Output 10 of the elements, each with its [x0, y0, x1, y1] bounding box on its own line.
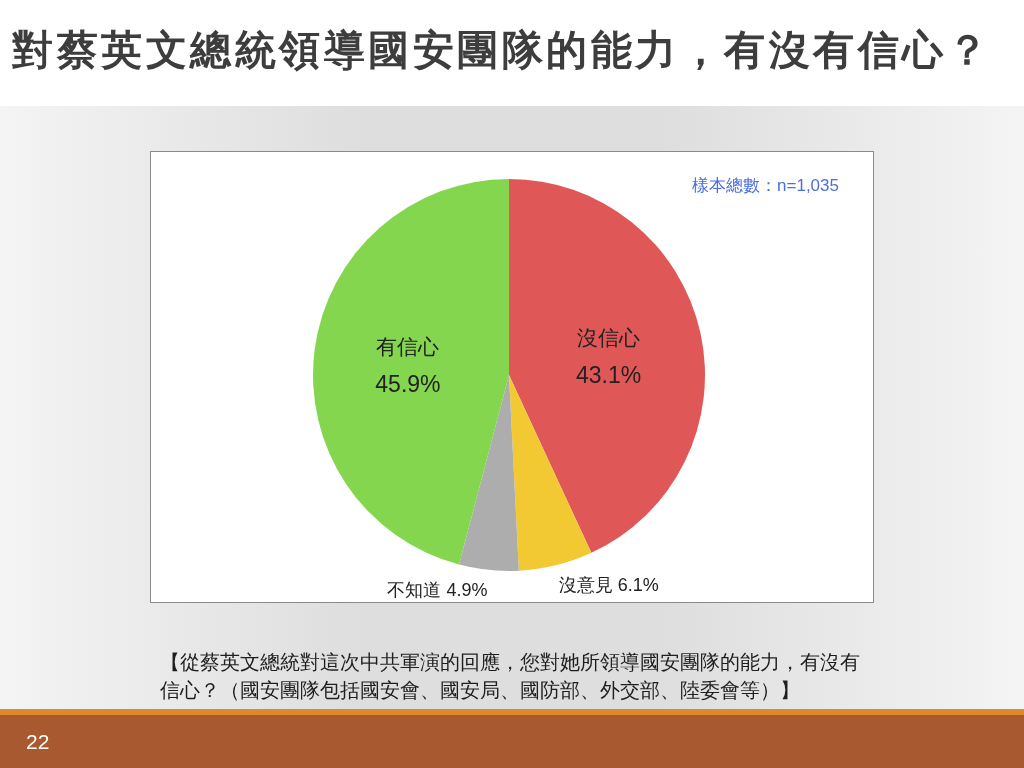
slice-label: 有信心: [376, 334, 440, 358]
slice-label: 不知道 4.9%: [387, 579, 488, 600]
chart-title: 對蔡英文總統領導國安團隊的能力，有沒有信心？: [12, 26, 992, 75]
text: 22: [26, 729, 50, 755]
text: 【從蔡英文總統對這次中共軍演的回應，您對她所領導國安團隊的能力，有沒有信心？（國安團隊包括國安會、國安局、國防部、外交部、陸委會等）】: [160, 650, 861, 703]
slice-label: 沒意見 6.1%: [558, 574, 659, 595]
data-label: 43.1%: [575, 362, 642, 389]
slice-label: 沒信心: [577, 326, 641, 350]
text: 樣本總數：n=1,035: [692, 176, 839, 195]
data-label: 45.9%: [375, 370, 441, 397]
